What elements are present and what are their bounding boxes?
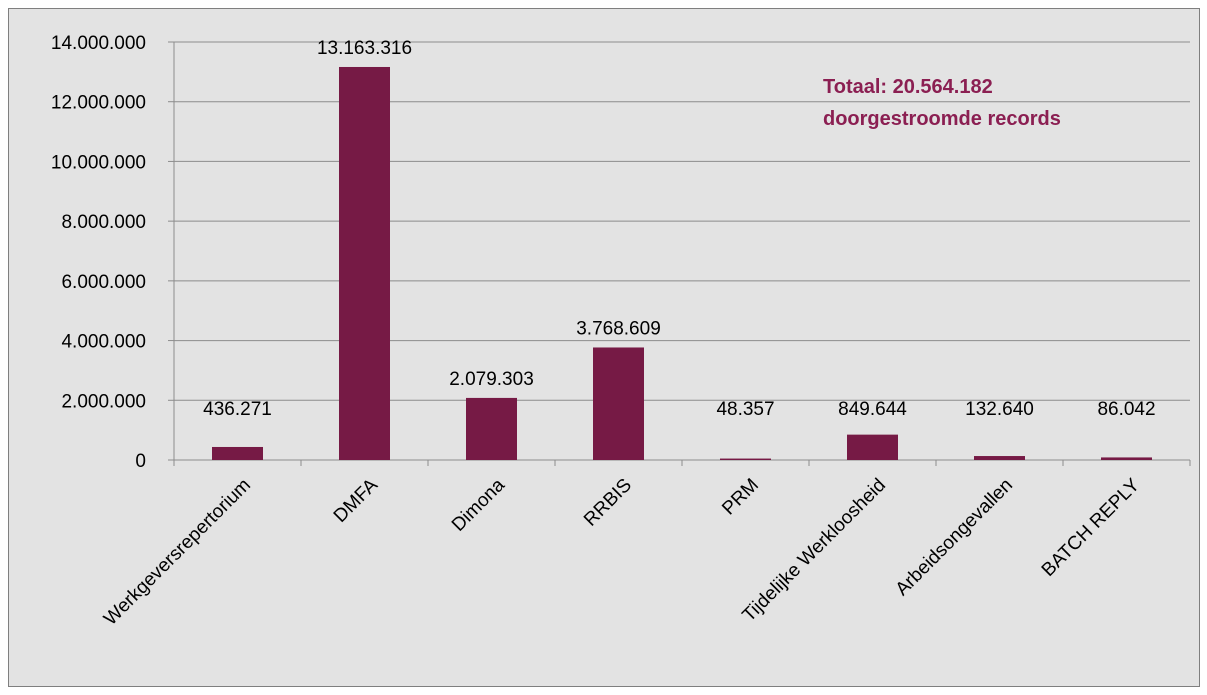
x-tick-label: Dimona (448, 474, 509, 535)
x-tick-label: PRM (718, 475, 763, 520)
data-label: 436.271 (203, 399, 272, 420)
y-axis-tick-labels: 0 2.000.000 4.000.000 6.000.000 8.000.000 10.… (51, 33, 146, 472)
gridlines (174, 41, 1190, 401)
x-axis-tick-labels: Werkgeversrepertorium DMFA Dimona RRBIS PRMT… (100, 474, 1144, 629)
axes (168, 41, 1191, 466)
bar (720, 458, 771, 460)
bar (593, 347, 644, 460)
x-tick-label: Werkgeversrepertorium (100, 475, 255, 630)
bar (339, 66, 390, 461)
data-label: 2.079.303 (449, 369, 534, 390)
bar (974, 456, 1025, 460)
data-label: 3.768.609 (576, 318, 661, 339)
bar (466, 397, 517, 460)
x-tick-label: DMFA (330, 474, 382, 526)
y-tick-label: 8.000.000 (61, 212, 146, 233)
total-annotation-line2: doorgestroomde records (823, 108, 1061, 130)
y-tick-label: 0 (135, 451, 146, 472)
x-tick-label: Tijdelijke Werkloosheid (739, 475, 890, 626)
data-label: 13.163.316 (317, 38, 412, 59)
data-label: 849.644 (838, 399, 907, 420)
x-tick-label: Arbeidsongevallen (892, 475, 1017, 600)
total-annotation-line1: Totaal: 20.564.182 (823, 76, 993, 98)
bars (212, 66, 1152, 461)
bar (1101, 457, 1152, 460)
y-tick-label: 10.000.000 (51, 152, 146, 173)
x-tick-label: RRBIS (580, 475, 636, 531)
data-label: 86.042 (1097, 399, 1155, 420)
y-tick-label: 2.000.000 (61, 391, 146, 412)
y-tick-label: 14.000.000 (51, 33, 146, 54)
data-labels: 436.271 13.163.316 2.079.303 3.768.609 48.35… (203, 38, 1155, 420)
data-label: 132.640 (965, 399, 1034, 420)
y-tick-label: 12.000.000 (51, 93, 146, 114)
bar (212, 446, 263, 460)
y-tick-label: 6.000.000 (61, 272, 146, 293)
bar (847, 434, 898, 460)
data-label: 48.357 (716, 399, 774, 420)
x-tick-label: BATCH REPLY (1038, 474, 1144, 580)
y-tick-label: 4.000.000 (61, 332, 146, 353)
